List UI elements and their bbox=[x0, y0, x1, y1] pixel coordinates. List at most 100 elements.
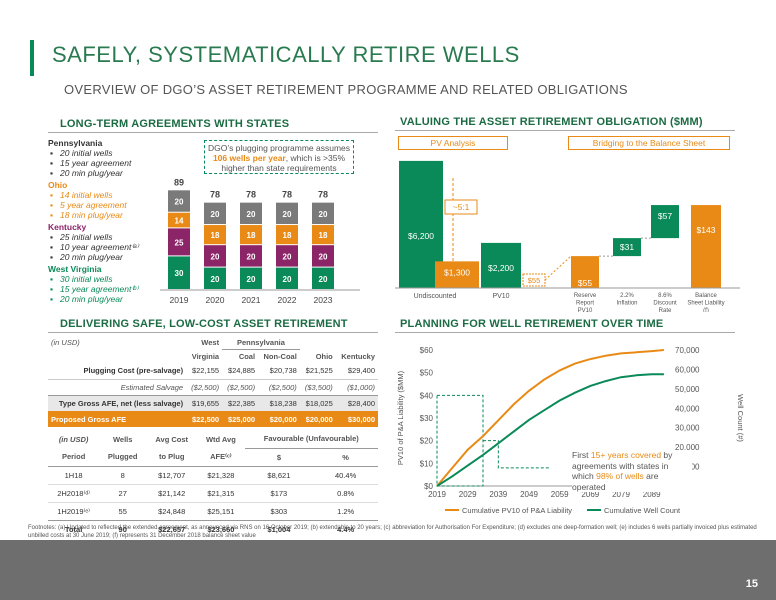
bar-segment bbox=[204, 267, 226, 289]
bar-segment bbox=[168, 190, 190, 212]
ratio-box bbox=[444, 199, 478, 215]
plugging-history-table: (in USD) Wells Avg Cost Wtd Avg Favourab… bbox=[48, 430, 378, 538]
bar-value-label: 18 bbox=[283, 231, 292, 240]
stacked-bar-chart: 3025142089201920201820782020202018207820… bbox=[160, 177, 360, 305]
col-header: West bbox=[201, 338, 220, 348]
x-tick-label: 2.2% bbox=[620, 293, 634, 299]
cell: ($2,500) bbox=[268, 382, 297, 392]
x-tick-label: Inflation bbox=[616, 301, 637, 307]
state-item: 30 initial wells bbox=[48, 274, 208, 284]
x-tick-label: 8.6% bbox=[658, 293, 672, 299]
cell: 27 bbox=[118, 488, 127, 498]
coverage-connector bbox=[483, 440, 550, 469]
cell: $25,000 bbox=[222, 411, 259, 427]
col-header: to Plug bbox=[146, 448, 198, 467]
bar-segment bbox=[240, 202, 262, 225]
state-item: 20 min plug/year bbox=[48, 294, 208, 304]
bar-segment bbox=[276, 267, 298, 289]
bar-value-label: 25 bbox=[175, 238, 184, 247]
y-tick-label: 30,000 bbox=[675, 424, 700, 433]
cell: $21,328 bbox=[207, 470, 235, 480]
cell: 40.4% bbox=[334, 470, 357, 480]
x-tick-label: 2059 bbox=[551, 490, 569, 499]
cell: $24,885 bbox=[227, 366, 256, 376]
section-divider bbox=[395, 332, 735, 333]
cell: 1H2019⁽ᵉ⁾ bbox=[57, 506, 90, 516]
page-title: SAFELY, SYSTEMATICALLY RETIRE WELLS bbox=[52, 42, 520, 67]
table-row: Proposed Gross AFE $22,500 $25,000 $20,0… bbox=[48, 411, 378, 427]
bar-value-label: 20 bbox=[283, 252, 292, 261]
section-divider bbox=[48, 332, 378, 333]
bar-value-label: 18 bbox=[247, 231, 256, 240]
x-tick-label: Reserve bbox=[574, 293, 597, 299]
annotation-text: are operated bbox=[572, 471, 659, 492]
waterfall-value-label: $57 bbox=[658, 211, 672, 221]
bar-total-label: 78 bbox=[210, 190, 220, 200]
state-item: 15 year agreement bbox=[48, 158, 208, 168]
footnote: Footnotes: (a) Updated to reflected the … bbox=[28, 525, 757, 539]
state-name: West Virginia bbox=[48, 264, 102, 274]
y-tick-label: 60,000 bbox=[675, 365, 700, 374]
state-item: 10 year agreement⁽ᵃ⁾ bbox=[48, 242, 208, 252]
col-header: Coal bbox=[238, 352, 256, 361]
bar-value-label: 20 bbox=[211, 210, 220, 219]
waterfall-bar bbox=[481, 242, 521, 288]
waterfall-value-label: $2,200 bbox=[488, 263, 514, 273]
bar-value-label: 14 bbox=[175, 217, 184, 226]
plugging-callout: DGO’s plugging programme assumes 106 wel… bbox=[204, 140, 354, 174]
waterfall-bar bbox=[613, 238, 641, 257]
cell: $20,738 bbox=[269, 366, 297, 376]
cell: $21,525 bbox=[305, 366, 333, 376]
cell: 2H2018⁽ᵈ⁾ bbox=[57, 488, 90, 498]
cell: $18,025 bbox=[305, 398, 333, 408]
state-block-west-virginia: West Virginia 30 initial wells 15 year a… bbox=[48, 264, 208, 304]
waterfall-value-label: $1,300 bbox=[444, 267, 470, 277]
waterfall-bar bbox=[435, 261, 479, 288]
pv-analysis-label: PV Analysis bbox=[398, 136, 508, 150]
bar-value-label: 18 bbox=[211, 231, 220, 240]
section-divider bbox=[395, 130, 735, 131]
bar-segment bbox=[204, 245, 226, 267]
line-chart: $0$10$20$30$40$50$60–10,00020,00030,0004… bbox=[396, 346, 745, 515]
state-name: Kentucky bbox=[48, 222, 87, 232]
legend-label: Cumulative Well Count bbox=[604, 506, 681, 515]
coverage-annotation: First 15+ years covered by agreements wi… bbox=[572, 450, 692, 492]
bar-segment bbox=[312, 202, 334, 225]
y-axis-title-right: Well Count (#) bbox=[736, 394, 745, 442]
bar-total-label: 89 bbox=[174, 177, 184, 187]
cell: 90 bbox=[99, 519, 147, 538]
x-tick-label: 2029 bbox=[459, 490, 477, 499]
cell: 8 bbox=[120, 470, 125, 480]
table-units: (in USD) bbox=[51, 338, 80, 348]
state-item: 20 min plug/year bbox=[48, 168, 208, 178]
row-label: Estimated Salvage bbox=[120, 382, 184, 392]
bar-total-label: 78 bbox=[282, 190, 292, 200]
section-delivering-title: DELIVERING SAFE, LOW-COST ASSET RETIREME… bbox=[60, 318, 348, 330]
cell: 1.2% bbox=[337, 506, 355, 516]
cell: $8,621 bbox=[267, 470, 291, 480]
cell: ($1,000) bbox=[347, 382, 375, 392]
y-tick-label: $60 bbox=[420, 346, 434, 355]
bar-value-label: 20 bbox=[247, 252, 256, 261]
bar-segment bbox=[312, 267, 334, 289]
waterfall-value-label: $31 bbox=[620, 242, 634, 252]
x-tick-label: 2023 bbox=[314, 295, 333, 305]
state-item: 20 initial wells bbox=[48, 148, 208, 158]
x-tick-label: PV10 bbox=[578, 308, 593, 312]
bar-segment bbox=[204, 202, 226, 225]
annotation-bold: 98% of wells bbox=[596, 471, 644, 481]
cell: $303 bbox=[270, 506, 288, 516]
state-item: 5 year agreement bbox=[48, 200, 208, 210]
section-divider bbox=[48, 132, 378, 133]
bar-segment bbox=[168, 256, 190, 289]
col-header: AFE⁽ᶜ⁾ bbox=[197, 448, 245, 467]
x-tick-label: Discount bbox=[653, 301, 677, 307]
x-tick-label: 2019 bbox=[428, 490, 446, 499]
table-row: 1H2019⁽ᵉ⁾ 55 $24,848 $25,151 $303 1.2% bbox=[48, 502, 378, 520]
cell: Total bbox=[48, 519, 100, 538]
callout-bold: 106 wells per year bbox=[212, 153, 286, 163]
cell: ($2,500) bbox=[191, 382, 220, 392]
state-item: 15 year agreement⁽ᵇ⁾ bbox=[48, 284, 208, 294]
waterfall-value-label: $55 bbox=[528, 276, 541, 285]
cell: ($2,500) bbox=[227, 382, 256, 392]
